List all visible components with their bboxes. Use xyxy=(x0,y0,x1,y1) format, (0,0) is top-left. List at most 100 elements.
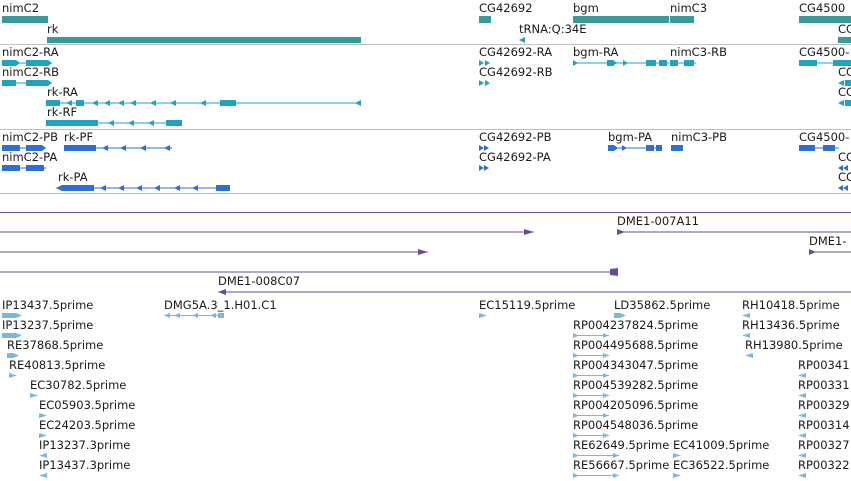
est-feature[interactable] xyxy=(742,312,752,319)
protein-label[interactable]: nimC3-PB xyxy=(671,130,728,144)
est-feature[interactable] xyxy=(573,412,613,419)
gene-label-cg4500[interactable]: CG4500 xyxy=(799,1,846,15)
protein-feature[interactable] xyxy=(799,144,851,152)
protein-label[interactable]: nimC2-PB xyxy=(2,130,59,144)
est-feature[interactable] xyxy=(39,432,49,439)
est-feature[interactable] xyxy=(30,392,40,399)
est-feature[interactable] xyxy=(39,412,49,419)
est-feature[interactable] xyxy=(798,392,808,399)
clone-feature[interactable] xyxy=(0,228,540,236)
transcript-label[interactable]: CG42692-RA xyxy=(479,45,553,59)
est-feature[interactable] xyxy=(573,452,621,459)
transcript-feature[interactable] xyxy=(2,59,62,67)
protein-feature[interactable] xyxy=(838,184,851,192)
est-feature[interactable] xyxy=(673,472,683,479)
gene-feature-nimc2[interactable] xyxy=(2,16,48,23)
transcript-feature[interactable] xyxy=(479,79,495,87)
transcript-label[interactable]: nimC3-RB xyxy=(670,45,728,59)
est-feature[interactable] xyxy=(573,372,613,379)
protein-feature[interactable] xyxy=(56,184,232,192)
protein-label[interactable]: nimC2-PA xyxy=(2,150,58,164)
gene-feature-rk[interactable] xyxy=(47,37,361,43)
est-label[interactable]: EC36522.5prime xyxy=(673,458,770,472)
est-label[interactable]: RP004343047.5prime xyxy=(573,358,699,372)
transcript-label[interactable]: rk-RA xyxy=(47,85,78,99)
est-feature[interactable] xyxy=(798,372,808,379)
clone-feature[interactable] xyxy=(0,248,430,256)
protein-feature[interactable] xyxy=(479,144,493,152)
est-label[interactable]: RE40813.5prime xyxy=(9,358,106,372)
est-feature[interactable] xyxy=(798,432,808,439)
clone-feature[interactable] xyxy=(0,268,620,276)
est-label[interactable]: RH13980.5prime xyxy=(745,338,843,352)
est-label[interactable]: RP00329 xyxy=(798,398,850,412)
clone-label[interactable]: DME1-008C07 xyxy=(218,274,301,288)
transcript-feature[interactable] xyxy=(799,59,851,67)
protein-feature[interactable] xyxy=(2,144,52,152)
est-feature[interactable] xyxy=(7,352,21,359)
transcript-label[interactable]: CC xyxy=(838,65,851,79)
protein-feature[interactable] xyxy=(838,164,851,172)
gene-label-rk[interactable]: rk xyxy=(47,22,59,36)
transcript-feature[interactable] xyxy=(838,79,851,87)
est-feature[interactable] xyxy=(573,432,613,439)
transcript-label[interactable]: CC xyxy=(838,85,851,99)
clone-feature[interactable] xyxy=(0,212,851,213)
transcript-feature[interactable] xyxy=(838,99,851,107)
est-feature[interactable] xyxy=(479,312,489,319)
est-feature[interactable] xyxy=(2,312,24,319)
est-label[interactable]: IP13437.5prime xyxy=(2,298,94,312)
gene-feature-bgm[interactable] xyxy=(573,16,669,23)
clone-feature[interactable] xyxy=(617,228,851,236)
est-label[interactable]: RE56667.5prime xyxy=(573,458,670,472)
gene-label-trna[interactable]: tRNA:Q:34E xyxy=(519,22,587,36)
est-label[interactable]: IP13237.3prime xyxy=(39,438,131,452)
est-label[interactable]: EC15119.5prime xyxy=(479,298,576,312)
gene-feature-nimc3[interactable] xyxy=(670,16,694,23)
protein-label[interactable]: CG42692-PA xyxy=(479,150,551,164)
est-feature[interactable] xyxy=(573,352,613,359)
est-label[interactable]: RP00322 xyxy=(798,458,850,472)
est-label[interactable]: RP004205096.5prime xyxy=(573,398,699,412)
est-label[interactable]: RP00331 xyxy=(798,378,850,392)
transcript-label[interactable]: bgm-RA xyxy=(573,45,619,59)
est-label[interactable]: RP00341 xyxy=(798,358,850,372)
transcript-label[interactable]: nimC2-RB xyxy=(2,65,60,79)
est-feature[interactable] xyxy=(745,352,755,359)
est-label[interactable]: RP004548036.5prime xyxy=(573,418,699,432)
transcript-feature[interactable] xyxy=(46,119,186,127)
est-label[interactable]: EC24203.5prime xyxy=(39,418,136,432)
protein-feature[interactable] xyxy=(608,144,664,152)
protein-label[interactable]: CC xyxy=(838,170,851,184)
est-feature[interactable] xyxy=(39,452,49,459)
est-label[interactable]: EC05903.5prime xyxy=(39,398,136,412)
est-label[interactable]: EC41009.5prime xyxy=(673,438,770,452)
gene-label-cg-partial[interactable]: CG xyxy=(838,22,851,36)
gene-label-nimc3[interactable]: nimC3 xyxy=(670,1,708,15)
est-feature[interactable] xyxy=(39,472,49,479)
transcript-label[interactable]: rk-RF xyxy=(47,105,78,119)
est-label[interactable]: RH10418.5prime xyxy=(742,298,840,312)
protein-label[interactable]: rk-PA xyxy=(58,170,88,184)
protein-feature[interactable] xyxy=(479,164,493,172)
gene-feature-cg-partial[interactable] xyxy=(838,37,851,43)
gene-feature-trna[interactable] xyxy=(519,37,525,43)
protein-label[interactable]: CC xyxy=(838,150,851,164)
est-feature[interactable] xyxy=(742,332,752,339)
est-label[interactable]: IP13437.3prime xyxy=(39,458,131,472)
est-feature[interactable] xyxy=(573,472,621,479)
est-label[interactable]: RP004495688.5prime xyxy=(573,338,699,352)
est-label[interactable]: RP004237824.5prime xyxy=(573,318,699,332)
est-label[interactable]: RP00314 xyxy=(798,418,850,432)
gene-label-nimc2[interactable]: nimC2 xyxy=(2,1,40,15)
est-feature[interactable] xyxy=(614,312,628,319)
protein-label[interactable]: CG4500- xyxy=(799,130,850,144)
est-feature[interactable] xyxy=(798,452,808,459)
est-feature[interactable] xyxy=(9,372,19,379)
est-label[interactable]: LD35862.5prime xyxy=(614,298,711,312)
est-label[interactable]: EC30782.5prime xyxy=(30,378,127,392)
protein-feature[interactable] xyxy=(2,164,52,172)
gene-feature-cg42692[interactable] xyxy=(479,16,491,23)
transcript-label[interactable]: CG4500- xyxy=(799,45,850,59)
protein-label[interactable]: bgm-PA xyxy=(608,130,653,144)
